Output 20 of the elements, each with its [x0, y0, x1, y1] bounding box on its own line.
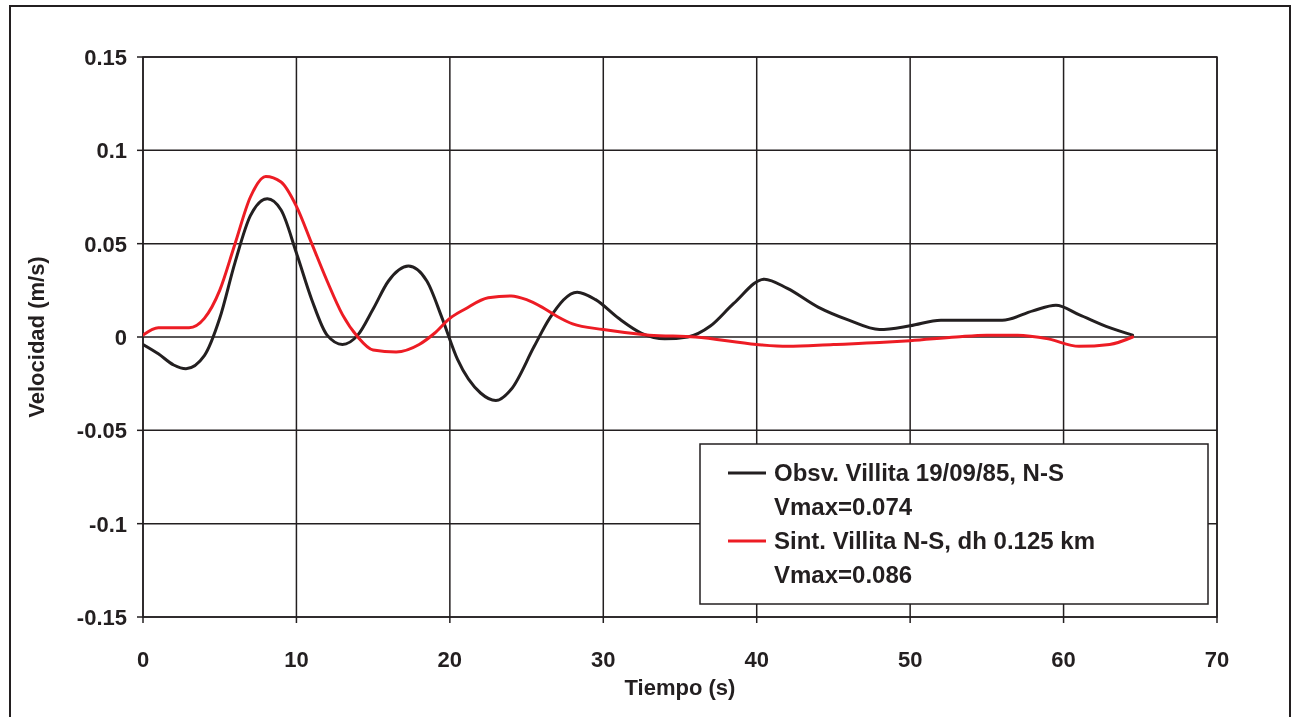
y-tick-label: 0.1: [96, 138, 127, 164]
x-tick-label: 60: [1051, 647, 1076, 672]
y-axis-title: Velocidad (m/s): [24, 256, 49, 418]
y-tick-label: -0.15: [76, 605, 127, 630]
x-tick-label: 10: [284, 647, 309, 672]
line-series: [143, 174, 1135, 354]
x-tick-label: 50: [897, 647, 923, 672]
x-tick-label: 0: [136, 647, 150, 672]
x-tick-label: 20: [437, 647, 463, 672]
legend-label: Obsv. Villita 19/09/85, N-S Vmax=0.074: [774, 459, 1064, 520]
legend-label: Sint. Villita N-S, dh 0.125 km Vmax=0.086: [774, 527, 1095, 588]
y-tick-label: -0.05: [76, 418, 127, 444]
y-tick-label: 0.15: [84, 45, 127, 70]
x-tick-label: 40: [744, 647, 769, 672]
y-tick-label: 0: [114, 325, 127, 350]
x-tick-label: 70: [1204, 647, 1230, 672]
x-tick-label: 30: [591, 647, 616, 672]
x-axis-title: Tiempo (s): [624, 675, 736, 700]
y-tick-label: -0.1: [89, 511, 127, 537]
y-tick-label: 0.05: [84, 231, 127, 257]
